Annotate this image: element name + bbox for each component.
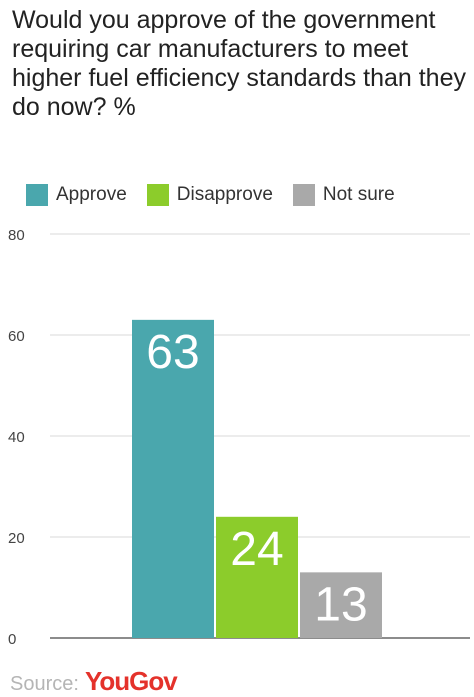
y-tick-label: 20	[8, 530, 25, 547]
bar-value-label: 24	[230, 523, 283, 576]
chart-title: Would you approve of the government requ…	[12, 6, 466, 121]
legend-item-approve: Approve	[26, 184, 127, 206]
bar-value-label: 63	[146, 326, 199, 379]
legend: Approve Disapprove Not sure	[26, 184, 415, 206]
bar-value-label: 13	[314, 578, 367, 631]
y-tick-label: 60	[8, 328, 25, 345]
legend-item-disapprove: Disapprove	[146, 184, 273, 206]
legend-swatch-approve	[26, 184, 48, 206]
legend-swatch-not-sure	[292, 184, 315, 206]
y-tick-label: 0	[8, 631, 16, 648]
legend-swatch-disapprove	[146, 184, 169, 206]
source-label: Source:	[10, 673, 79, 695]
legend-label-not-sure: Not sure	[322, 184, 395, 205]
yougov-logo: YouGov	[84, 666, 178, 696]
bar-approve	[132, 319, 214, 638]
source-credit: Source: YouGov	[10, 666, 178, 697]
y-tick-label: 80	[8, 227, 25, 244]
bar-not-sure	[300, 572, 382, 638]
bar-disapprove	[216, 516, 298, 638]
legend-label-disapprove: Disapprove	[176, 184, 273, 205]
y-tick-label: 40	[8, 429, 25, 446]
legend-item-not-sure: Not sure	[292, 184, 395, 206]
legend-label-approve: Approve	[56, 184, 127, 205]
